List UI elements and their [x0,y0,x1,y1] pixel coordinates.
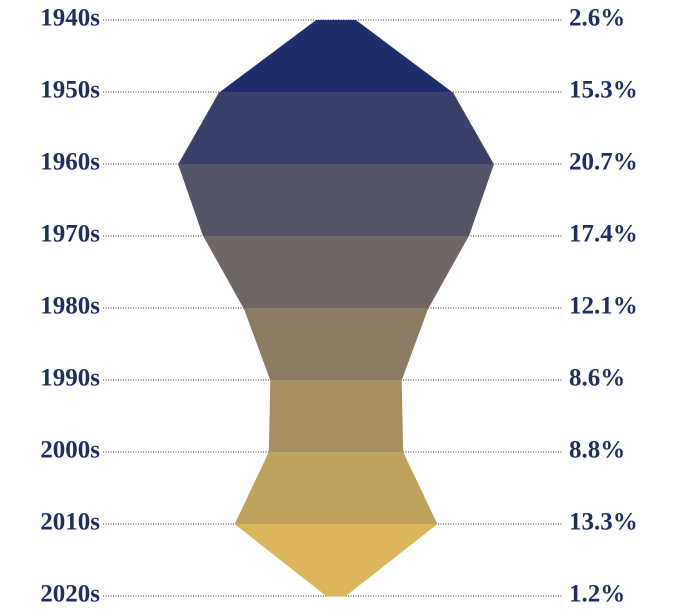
band [234,452,438,525]
value-label: 12.1% [569,293,638,320]
band [243,308,429,381]
category-label: 2020s [40,581,100,608]
band [203,236,469,309]
band [268,380,404,453]
value-label: 2.6% [569,5,625,32]
category-label: 1950s [40,77,100,104]
value-label: 17.4% [569,221,638,248]
band [178,164,494,237]
category-label: 2000s [40,437,100,464]
band [178,92,494,165]
category-label: 2010s [40,509,100,536]
value-label: 15.3% [569,77,638,104]
band [234,524,438,597]
category-label: 1970s [40,221,100,248]
value-label: 8.6% [569,365,625,392]
value-label: 1.2% [569,581,625,608]
category-label: 1990s [40,365,100,392]
category-label: 1940s [40,5,100,32]
value-label: 13.3% [569,509,638,536]
band [219,20,453,93]
value-label: 20.7% [569,149,638,176]
value-label: 8.8% [569,437,625,464]
category-label: 1960s [40,149,100,176]
category-label: 1980s [40,293,100,320]
